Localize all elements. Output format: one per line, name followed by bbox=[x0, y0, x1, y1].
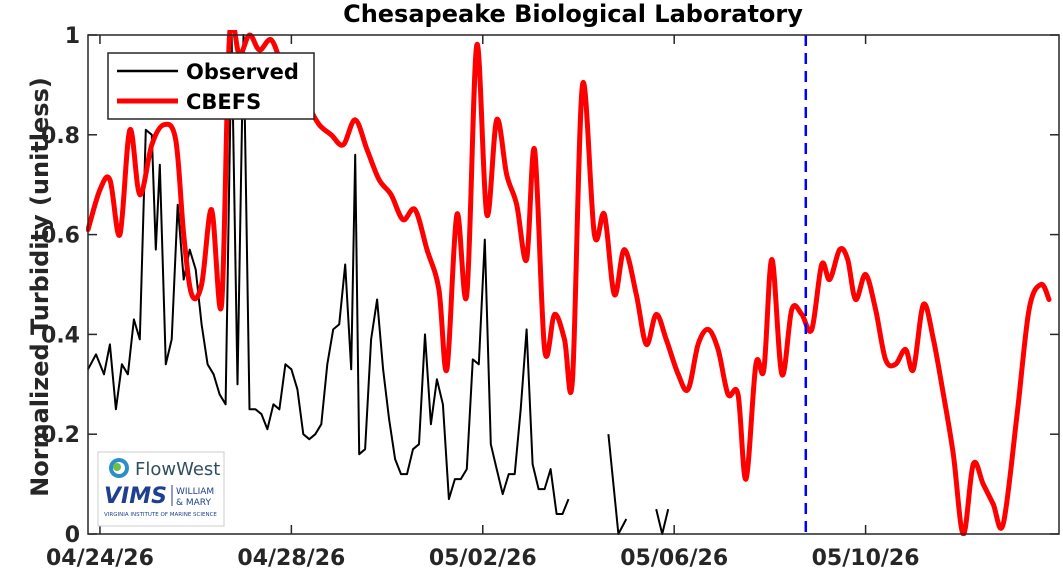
logo-box bbox=[97, 451, 225, 527]
legend-cbefs-label: CBEFS bbox=[186, 90, 261, 114]
x-tick-label: 05/10/26 bbox=[812, 546, 920, 571]
wm-line1: WILLIAM bbox=[176, 487, 214, 497]
legend-observed-label: Observed bbox=[186, 60, 299, 84]
flowwest-vims-logo: FlowWest VIMS WILLIAM & MARY VIRGINIA IN… bbox=[97, 451, 225, 527]
y-tick-label: 0.6 bbox=[41, 224, 80, 249]
plot-frame bbox=[87, 34, 1060, 535]
legend-box bbox=[107, 52, 315, 120]
x-tick-label: 04/28/26 bbox=[237, 546, 345, 571]
vims-caption: VIRGINIA INSTITUTE OF MARINE SCIENCE bbox=[104, 512, 217, 518]
x-tick-label: 04/24/26 bbox=[46, 546, 154, 571]
y-axis-label: Normalized Turbidity (unitless) bbox=[26, 77, 54, 497]
legend: Observed CBEFS bbox=[107, 52, 315, 120]
vims-wordmark: VIMS bbox=[104, 484, 167, 509]
observed-line-segment-2 bbox=[655, 508, 670, 535]
wm-line2: & MARY bbox=[176, 498, 211, 508]
flowwest-wordmark: FlowWest bbox=[135, 459, 220, 480]
x-tick-label: 05/06/26 bbox=[620, 546, 728, 571]
y-tick-label: 0.4 bbox=[41, 323, 80, 348]
y-tick-label: 0.2 bbox=[41, 423, 80, 448]
x-tick-label: 05/02/26 bbox=[429, 546, 537, 571]
chart-title: Chesapeake Biological Laboratory bbox=[343, 0, 803, 28]
axis-ticks: 0 0.2 0.4 0.6 0.8 1 04/24/26 04/28/26 05/02/26 05… bbox=[41, 24, 1059, 571]
y-tick-label: 0 bbox=[65, 523, 80, 548]
observed-line-segment-0 bbox=[87, 34, 570, 515]
y-tick-label: 1 bbox=[65, 24, 80, 49]
observed-line-segment-1 bbox=[607, 434, 628, 535]
y-tick-label: 0.8 bbox=[41, 124, 80, 149]
